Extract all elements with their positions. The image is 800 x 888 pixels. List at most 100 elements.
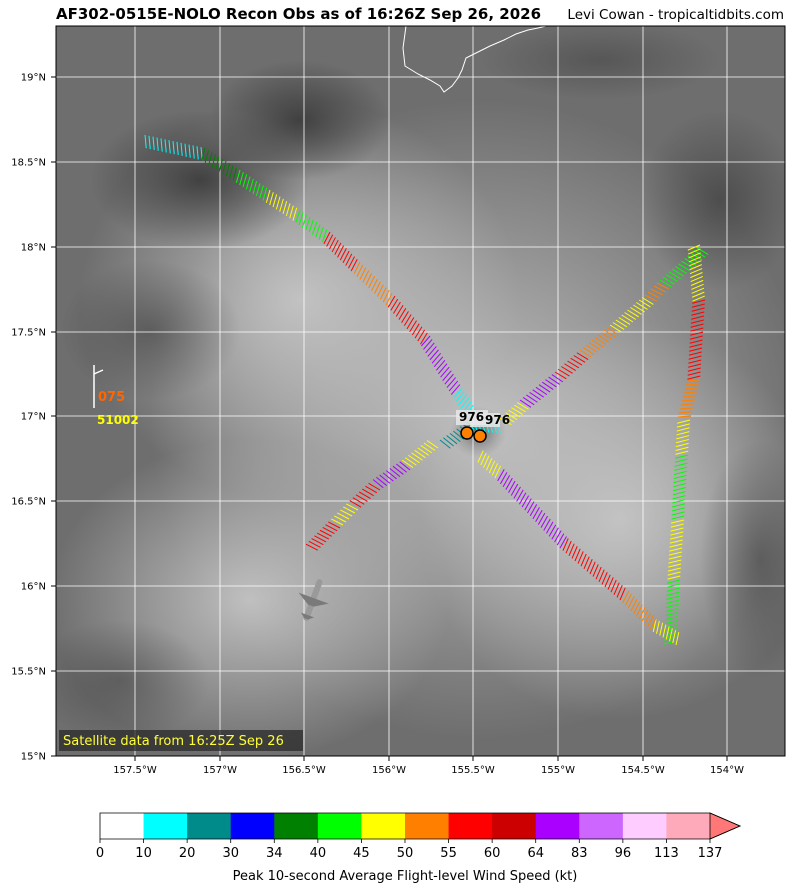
wind-barb	[386, 470, 397, 480]
wind-barb	[321, 229, 328, 243]
wind-barb	[524, 498, 532, 511]
colorbar-label: Peak 10-second Average Flight-level Wind…	[233, 869, 578, 884]
wind-barb	[403, 314, 412, 327]
wind-barb	[444, 373, 454, 385]
wind-barb	[409, 320, 417, 333]
wind-barb	[633, 601, 641, 614]
wind-barb	[201, 147, 206, 161]
wind-barb	[665, 626, 670, 640]
wind-barb	[405, 457, 417, 466]
wind-barb	[532, 389, 544, 398]
wind-barb	[477, 450, 484, 463]
colorbar-swatch	[274, 813, 319, 839]
pressure-label-box	[470, 413, 500, 427]
wind-barb	[689, 347, 703, 352]
wind-barb	[595, 566, 602, 580]
wind-barb	[301, 214, 308, 228]
wind-barb	[676, 427, 690, 432]
wind-barb	[455, 391, 465, 403]
wind-barb	[318, 226, 324, 240]
wind-barb	[379, 474, 391, 484]
wind-barb	[672, 630, 677, 644]
wind-barb	[673, 478, 687, 484]
wind-barb	[659, 279, 672, 288]
wind-barb	[690, 319, 704, 324]
wind-barb	[671, 507, 685, 512]
wind-barb	[285, 203, 291, 217]
wind-barb	[573, 355, 586, 363]
wind-barb	[275, 196, 281, 210]
wind-barb	[480, 452, 487, 466]
wind-barb	[671, 515, 685, 520]
wind-barb	[311, 222, 318, 235]
wind-barb	[692, 299, 706, 304]
wind-barb	[659, 622, 664, 636]
wind-barb	[365, 485, 378, 494]
reference-wind-label: 075	[98, 390, 125, 405]
wind-barb	[691, 303, 705, 308]
colorbar-outline	[99, 812, 742, 840]
lat-tick-label: 19°N	[21, 73, 46, 84]
wind-barb	[667, 567, 681, 572]
wind-barb	[382, 290, 390, 303]
colorbar-tick-label: 96	[615, 846, 632, 861]
wind-barb	[668, 555, 682, 560]
colorbar: 0 10 20 30 34 40 45 50 55 60 64 83 96 113 137	[96, 812, 742, 861]
wind-barb	[688, 355, 702, 360]
wind-barb	[598, 569, 605, 582]
wind-barb	[334, 242, 342, 255]
wind-barb	[355, 494, 368, 502]
wind-barb	[215, 156, 220, 170]
wind-barb	[625, 593, 632, 606]
wind-barb	[156, 137, 159, 151]
wind-barb	[662, 624, 667, 638]
wind-barb	[399, 461, 411, 471]
wind-barb	[379, 287, 387, 300]
lat-tick-label: 18.5°N	[11, 158, 46, 169]
lat-tick-label: 17.5°N	[11, 328, 46, 339]
wind-barb	[208, 152, 213, 166]
wind-barb	[688, 256, 702, 263]
wind-barb	[311, 538, 324, 546]
wind-barb	[225, 163, 230, 177]
wind-barb	[646, 615, 654, 628]
colorbar-tick-label: 50	[397, 846, 414, 861]
colorbar-tick-label: 64	[527, 846, 544, 861]
reference-observation: 075 51002	[93, 365, 139, 427]
wind-barb	[551, 374, 564, 383]
colorbar-tick-label: 20	[179, 846, 196, 861]
wind-barb	[279, 198, 284, 212]
wind-barb	[172, 141, 175, 155]
wind-barb	[427, 346, 437, 357]
wind-barb	[435, 359, 446, 371]
wind-barb	[546, 521, 554, 534]
wind-barb	[653, 285, 666, 293]
wind-barb	[690, 272, 703, 279]
wind-barb	[668, 559, 682, 564]
wind-barb	[494, 465, 501, 479]
wind-barb	[519, 399, 532, 408]
lon-tick-label: 157.5°W	[113, 765, 157, 776]
wind-barb	[334, 515, 347, 523]
wind-barb	[557, 368, 570, 377]
wind-barb	[663, 640, 677, 645]
wind-barb	[337, 245, 345, 258]
wind-barb	[667, 579, 681, 584]
wind-barb	[522, 397, 535, 406]
wind-barb	[674, 466, 688, 471]
wind-barb	[538, 384, 551, 393]
wind-barb	[414, 449, 426, 459]
wind-barb	[688, 363, 702, 368]
wind-barb	[508, 480, 516, 493]
wind-barb	[579, 349, 592, 358]
wind-barb	[675, 631, 680, 646]
wind-barb	[235, 169, 241, 183]
wind-barb	[218, 158, 223, 172]
wind-barb	[678, 411, 693, 414]
wind-barb	[644, 612, 652, 625]
wind-barb	[505, 412, 518, 420]
wind-barb	[308, 219, 314, 233]
lat-tick-label: 16°N	[21, 582, 46, 593]
chart-title: AF302-0515E-NOLO Recon Obs as of 16:26Z …	[56, 5, 542, 23]
